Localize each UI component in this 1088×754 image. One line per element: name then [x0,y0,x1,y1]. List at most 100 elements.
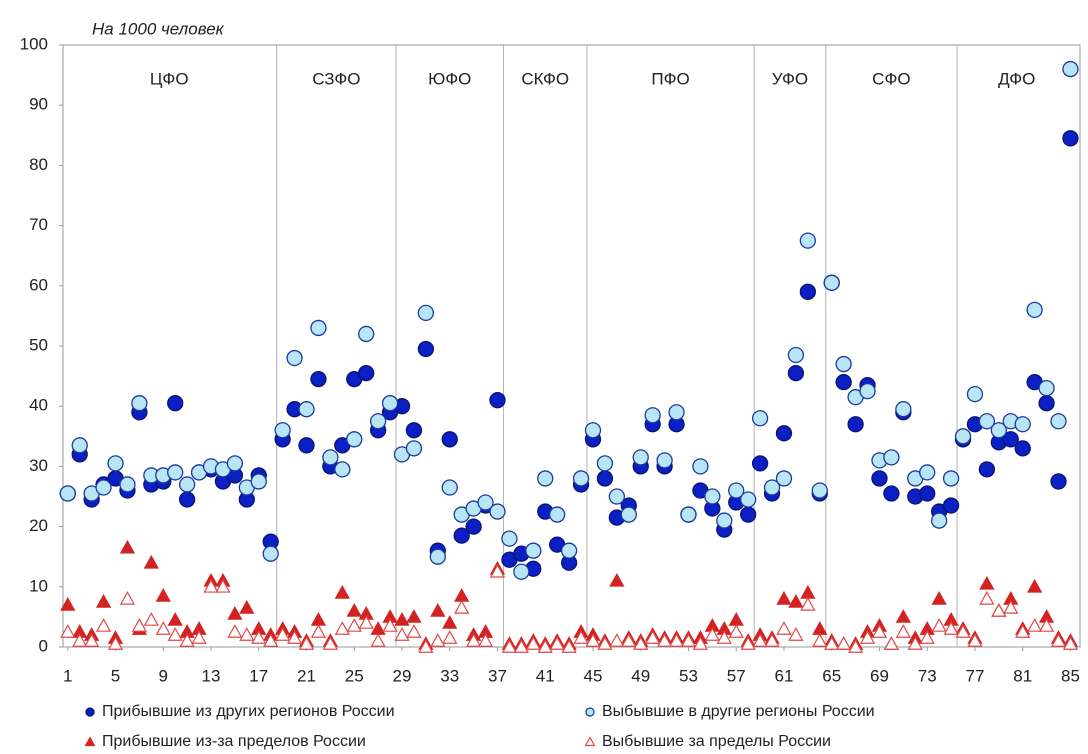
point [799,232,816,249]
point [716,630,732,644]
x-tick-label: 61 [775,666,794,685]
point [990,422,1007,439]
x-tick-label: 21 [297,666,316,685]
point [454,600,470,614]
point [417,340,435,358]
point [621,633,637,647]
point [763,479,781,496]
point [227,624,243,638]
point [72,633,88,647]
point [978,461,996,478]
x-tick-label: 53 [679,666,698,685]
point [812,633,828,647]
point [60,624,76,638]
point [143,554,159,569]
legend-label: Прибывшие из-за пределов России [102,733,366,750]
series [59,130,1079,577]
y-tick-label: 70 [29,215,48,234]
x-tick-label: 17 [249,666,268,685]
point [788,594,804,608]
point [84,633,100,647]
point [417,304,435,322]
point [799,283,816,300]
point [298,636,315,650]
point [179,633,195,647]
point [382,618,398,632]
point [251,630,267,644]
point [633,636,649,650]
point [704,488,721,505]
point [1015,624,1031,638]
point [955,624,971,638]
point [394,627,410,641]
point [346,431,363,448]
point [859,382,876,400]
x-tick-label: 85 [1061,666,1080,685]
point [930,512,948,529]
point [430,633,446,647]
point [811,482,828,499]
x-tick-label: 57 [727,666,746,685]
point [513,639,529,653]
point [191,630,207,644]
x-tick-label: 81 [1013,666,1032,685]
point [764,633,780,647]
point [561,639,577,653]
point [609,633,625,647]
point [60,597,76,611]
x-tick-label: 29 [393,666,412,685]
y-tick-label: 40 [29,396,48,415]
x-tick-label: 25 [345,666,364,685]
legend-label: Выбывшие за пределы России [602,733,831,750]
point [119,476,136,493]
point [227,606,243,620]
point [632,449,649,466]
point [883,449,900,466]
point [584,422,602,439]
point [979,575,995,590]
point [203,578,219,593]
point [310,612,327,626]
point [1050,473,1067,490]
point [155,587,171,602]
point [776,591,792,605]
point [310,319,327,337]
point [823,274,840,291]
point [274,422,291,439]
point [334,621,350,635]
point [919,630,935,644]
point [883,636,900,650]
point [263,633,279,647]
point [812,621,828,635]
point [895,609,911,623]
point [954,428,972,445]
point [358,364,375,382]
point [1062,130,1079,147]
point [991,603,1007,617]
point [405,440,423,457]
point [871,624,888,638]
point [226,455,244,472]
point [572,470,590,487]
district-label: УФО [772,69,808,88]
point [704,627,720,641]
point [167,627,183,641]
point [322,449,339,466]
point [680,633,697,647]
x-tick-label: 33 [440,666,459,685]
point [489,392,506,409]
point [95,594,112,608]
point [346,603,362,617]
point [728,612,744,626]
point [597,636,613,650]
point [286,630,303,644]
point [525,542,542,559]
point [942,470,960,487]
point [178,476,196,493]
point [966,386,984,403]
point [620,506,637,523]
point [751,455,769,472]
district-label: ПФО [651,69,689,88]
point [942,497,960,514]
point [215,578,231,593]
